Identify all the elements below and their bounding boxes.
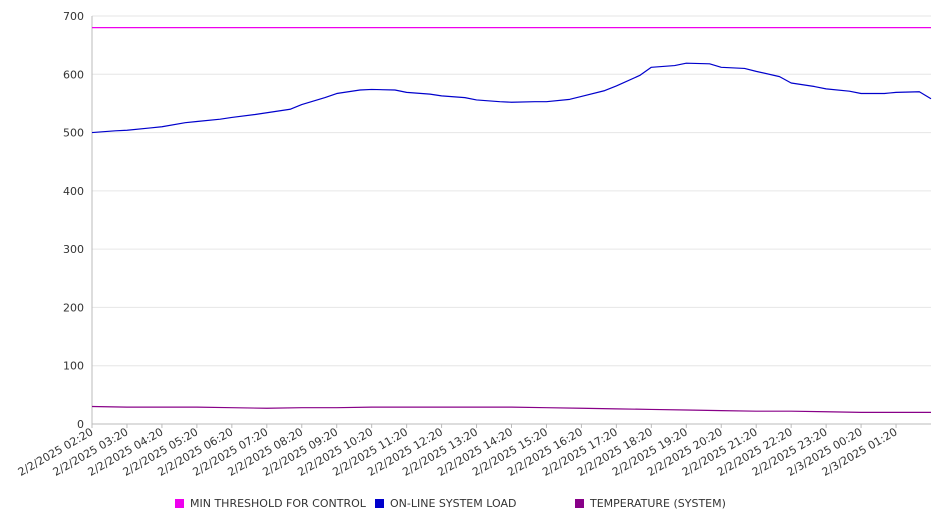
y-tick-label-300: 300: [63, 243, 84, 256]
legend-item-system-load[interactable]: ON-LINE SYSTEM LOAD: [375, 497, 516, 510]
legend-label-system-load: ON-LINE SYSTEM LOAD: [390, 497, 517, 510]
y-tick-label-600: 600: [63, 68, 84, 81]
y-tick-label-100: 100: [63, 360, 84, 373]
legend-item-temperature[interactable]: TEMPERATURE (SYSTEM): [575, 497, 726, 510]
y-tick-label-200: 200: [63, 301, 84, 314]
y-tick-label-0: 0: [77, 418, 84, 431]
series-line-2: [91, 405, 931, 413]
legend: MIN THRESHOLD FOR CONTROL ON-LINE SYSTEM…: [0, 497, 946, 515]
y-tick-label-700: 700: [63, 10, 84, 23]
legend-swatch-min-threshold: [175, 499, 184, 508]
legend-label-temperature: TEMPERATURE (SYSTEM): [590, 497, 726, 510]
legend-swatch-temperature: [575, 499, 584, 508]
legend-item-min-threshold[interactable]: MIN THRESHOLD FOR CONTROL: [175, 497, 366, 510]
y-tick-label-400: 400: [63, 185, 84, 198]
y-tick-label-500: 500: [63, 127, 84, 140]
series-line-1: [91, 62, 932, 134]
legend-swatch-system-load: [375, 499, 384, 508]
legend-label-min-threshold: MIN THRESHOLD FOR CONTROL: [190, 497, 366, 510]
